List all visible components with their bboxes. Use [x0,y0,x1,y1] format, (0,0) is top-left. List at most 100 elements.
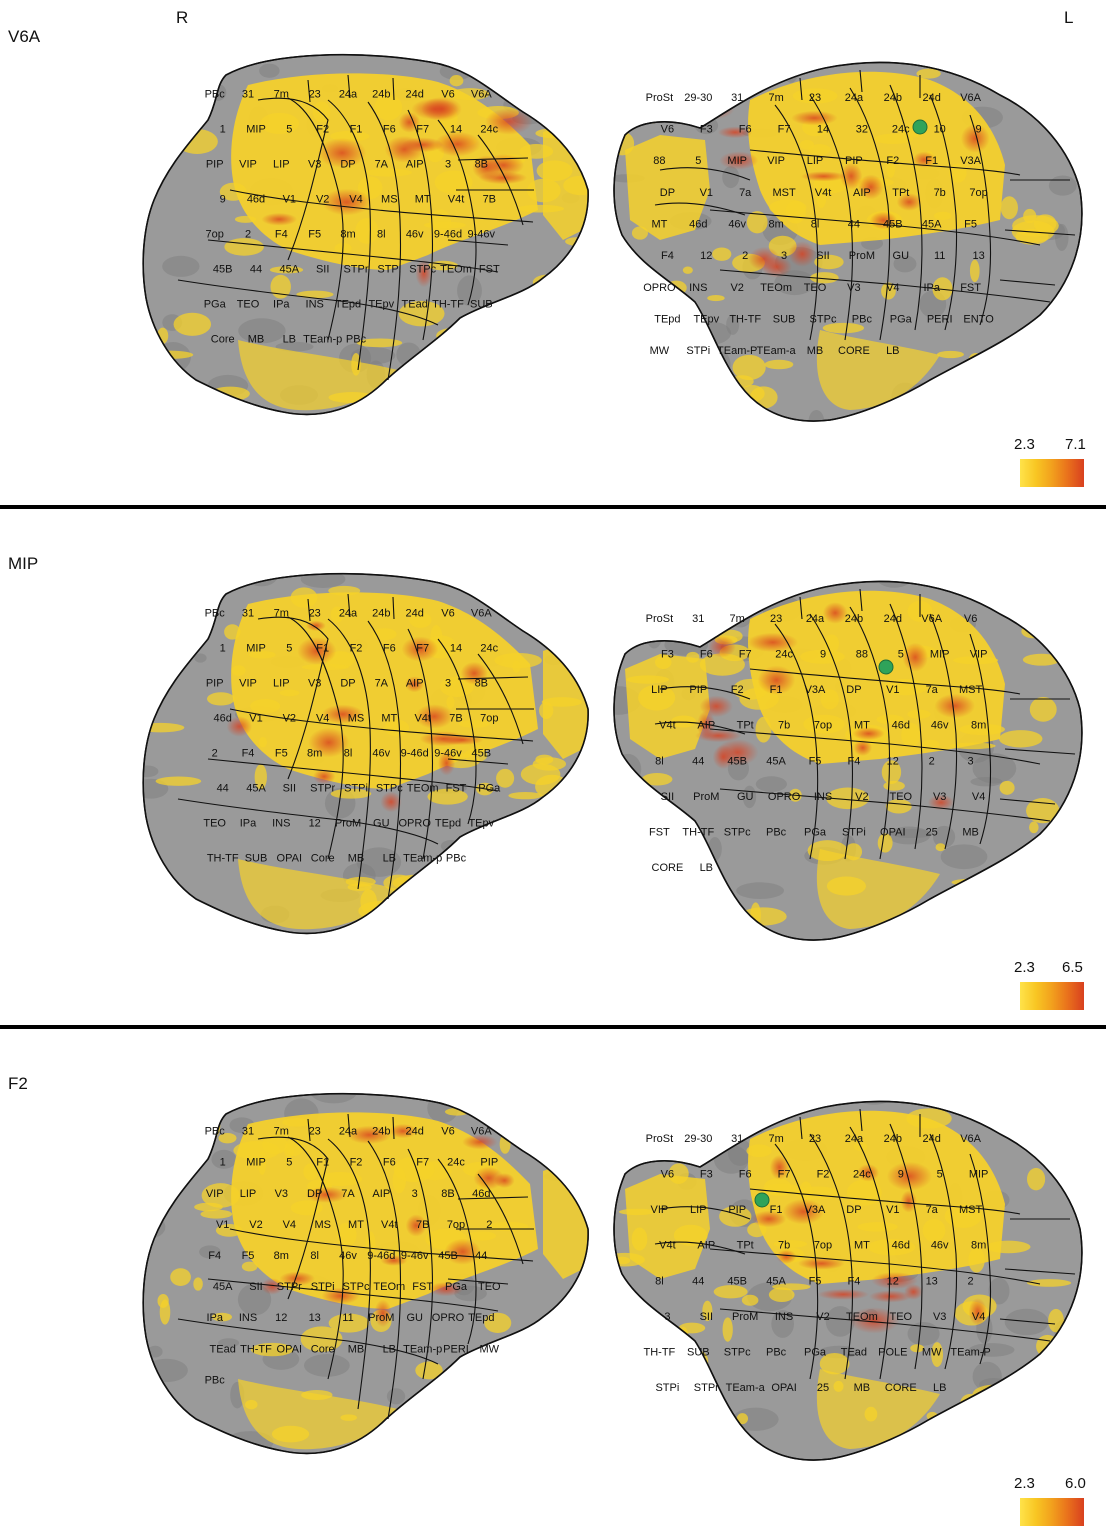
area-label: 45B [883,219,903,231]
area-label: DP [846,1204,861,1216]
area-label: MS [348,713,365,725]
area-label: F4 [847,755,860,767]
area-boundary [207,758,499,792]
area-label: STPr [694,1382,719,1394]
area-label: PBc [446,853,467,865]
area-label: STPi [842,827,866,839]
area-label: VIP [239,159,257,171]
area-label: 7a [926,1204,939,1216]
area-label: 11 [342,1312,353,1324]
area-label: MT [381,713,397,725]
area-label: SII [249,1281,262,1293]
area-label: 7A [375,159,389,171]
area-label: F7 [416,1157,429,1169]
area-label: MST [959,1204,983,1216]
area-label: 46v [339,1250,357,1262]
area-label: PIP [206,159,224,171]
area-label: IPa [240,818,257,830]
area-label: VIP [239,678,257,690]
area-label: PGa [804,1347,827,1359]
area-label: PIP [689,684,707,696]
area-label: STPr [343,264,368,276]
area-label: MST [959,684,983,696]
area-label: 2 [245,229,251,241]
area-label: MB [348,1343,365,1355]
area-label: MT [854,720,870,732]
area-label: 44 [848,219,860,231]
area-label: V3 [308,678,321,690]
area-boundary [287,616,344,860]
area-boundary [849,1126,891,1380]
area-boundary [849,606,891,860]
area-label: 2 [968,1275,974,1287]
area-label: V2 [730,282,743,294]
area-label: V6 [661,124,674,136]
area-label: 8m [971,720,986,732]
area-label: MT [415,194,431,206]
area-label: 7a [926,684,939,696]
area-label: 12 [887,1275,899,1287]
area-label: 7op [969,187,987,199]
area-label: INS [272,818,290,830]
area-label: F5 [964,219,977,231]
area-label: 24a [806,613,825,625]
area-label: TH-TF [644,1347,676,1359]
area-label: MIP [930,648,950,660]
area-label: V3 [933,1311,946,1323]
area-label: 7m [274,608,289,620]
area-boundary [229,1228,534,1262]
colorbar-max: 7.1 [1065,436,1086,453]
area-label: V2 [816,1311,829,1323]
area-label: PGa [445,1281,468,1293]
area-label: CORE [838,345,870,357]
area-label: 13 [972,250,984,262]
area-label: PERI [443,1343,469,1355]
area-boundary [287,97,344,341]
area-label: 24b [845,613,863,625]
area-label: F5 [809,755,822,767]
area-label: 24d [406,608,424,620]
area-label: 24c [892,124,910,136]
area-label: V3A [805,684,826,696]
area-label: 46d [214,713,232,725]
area-label: 8m [307,748,322,760]
area-boundary [477,653,524,745]
area-label: PBc [205,1374,226,1386]
colorbar [1020,1498,1084,1526]
activation-map [143,573,589,934]
area-label: AIP [406,159,424,171]
area-label: 24d [884,613,902,625]
area-label: FST [479,264,500,276]
area-boundary [447,157,534,246]
area-label: 24b [372,608,390,620]
colorbar [1020,459,1084,487]
area-label: F3 [700,1168,713,1180]
area-label: AIP [853,187,871,199]
area-label: V3A [805,1204,826,1216]
area-label: 45A [766,755,786,767]
area-label: 24c [775,648,793,660]
area-label: MST [772,187,796,199]
area-label: ProM [693,791,719,803]
area-label: IPa [273,299,290,311]
area-label: TEpd [654,314,680,326]
area-label: F1 [316,643,329,655]
area-label: 12 [275,1312,287,1324]
area-boundary [809,1133,854,1380]
area-label: 7op [206,229,224,241]
area-label: F6 [700,648,713,660]
area-label: 44 [692,755,704,767]
area-label: 23 [309,1126,321,1138]
area-label: 7op [480,713,498,725]
area-label: F7 [416,643,429,655]
area-label: V4t [659,1240,676,1252]
area-label: STPi [311,1281,335,1293]
area-label: TH-TF [682,827,714,839]
area-label: 46d [892,1240,910,1252]
area-label: F4 [208,1250,221,1262]
area-label: 10 [934,124,946,136]
area-label: OPRO [768,791,801,803]
area-boundary [654,1206,751,1255]
area-label: 24a [339,89,358,101]
